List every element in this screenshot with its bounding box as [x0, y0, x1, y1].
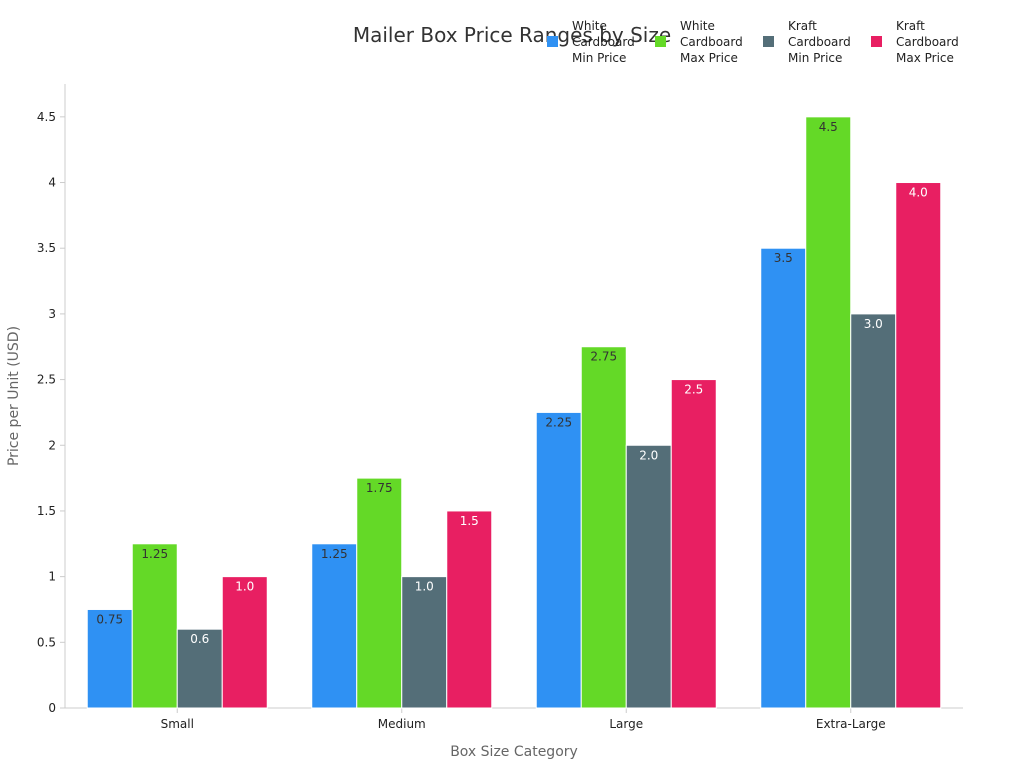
data-label: 1.25: [141, 547, 168, 561]
legend-label: Cardboard: [788, 35, 851, 49]
data-label: 4.5: [819, 120, 838, 134]
x-tick-label: Small: [161, 717, 194, 731]
y-tick-label: 4: [48, 176, 56, 190]
data-labels: 0.75 1.25 0.6 1.0 1.25 1.75 1.0 1.5 2.25 2.75 2.0 2…: [96, 120, 927, 646]
bar-0-3: [760, 247, 807, 709]
legend-label: White: [680, 19, 715, 33]
legend-label: Max Price: [680, 51, 738, 65]
y-tick-label: 0.5: [37, 635, 56, 649]
data-label: 2.25: [545, 415, 572, 429]
legend-label: Kraft: [896, 19, 925, 33]
legend-swatch: [655, 36, 666, 47]
legend-label: Min Price: [788, 51, 842, 65]
bars: [86, 116, 942, 709]
legend-label: White: [572, 19, 607, 33]
x-axis-ticks: Small Medium Large Extra-Large: [161, 708, 886, 731]
y-tick-label: 1: [48, 570, 56, 584]
data-label: 0.6: [190, 632, 209, 646]
y-tick-label: 2: [48, 438, 56, 452]
y-tick-label: 0: [48, 701, 56, 715]
data-label: 1.5: [460, 514, 479, 528]
x-tick-label: Medium: [378, 717, 426, 731]
bar-3-1: [446, 510, 493, 709]
bar-1-0: [131, 543, 178, 709]
y-tick-label: 2.5: [37, 373, 56, 387]
bar-1-2: [580, 346, 627, 709]
y-tick-label: 3.5: [37, 241, 56, 255]
y-axis-ticks: 0 0.5 1 1.5 2 2.5 3 3.5 4 4.5: [37, 110, 65, 715]
x-axis-title: Box Size Category: [450, 744, 578, 760]
legend-swatch: [763, 36, 774, 47]
data-label: 1.0: [235, 580, 254, 594]
data-label: 2.0: [639, 448, 658, 462]
data-label: 3.0: [864, 317, 883, 331]
x-tick-label: Large: [609, 717, 643, 731]
bar-2-0: [176, 628, 223, 709]
data-label: 1.75: [366, 481, 393, 495]
chart-title: Mailer Box Price Ranges by Size: [353, 23, 671, 47]
y-axis-title: Price per Unit (USD): [6, 326, 22, 466]
data-label: 1.0: [415, 580, 434, 594]
bar-3-3: [895, 182, 942, 709]
bar-1-1: [356, 477, 403, 709]
data-label: 0.75: [96, 612, 123, 626]
legend-label: Cardboard: [896, 35, 959, 49]
legend-item: White Cardboard Min Price: [547, 19, 635, 65]
data-label: 2.75: [590, 350, 617, 364]
bar-3-0: [221, 576, 268, 709]
bar-0-2: [535, 411, 582, 709]
data-label: 4.0: [909, 186, 928, 200]
bar-0-1: [311, 543, 358, 709]
y-tick-label: 1.5: [37, 504, 56, 518]
legend-label: Min Price: [572, 51, 626, 65]
legend-swatch: [871, 36, 882, 47]
data-label: 1.25: [321, 547, 348, 561]
bar-0-0: [86, 608, 133, 709]
bar-1-3: [805, 116, 852, 709]
legend-label: Cardboard: [680, 35, 743, 49]
legend-item: Kraft Cardboard Min Price: [763, 19, 851, 65]
x-tick-label: Extra-Large: [816, 717, 886, 731]
legend: White Cardboard Min Price White Cardboard Max…: [547, 19, 959, 65]
data-label: 3.5: [774, 251, 793, 265]
bar-3-2: [670, 379, 717, 709]
legend-label: Cardboard: [572, 35, 635, 49]
bar-2-2: [625, 444, 672, 709]
legend-label: Kraft: [788, 19, 817, 33]
bar-2-1: [401, 576, 448, 709]
legend-swatch: [547, 36, 558, 47]
y-tick-label: 3: [48, 307, 56, 321]
y-tick-label: 4.5: [37, 110, 56, 124]
legend-item: White Cardboard Max Price: [655, 19, 743, 65]
bar-2-3: [850, 313, 897, 709]
legend-item: Kraft Cardboard Max Price: [871, 19, 959, 65]
data-label: 2.5: [684, 383, 703, 397]
legend-label: Max Price: [896, 51, 954, 65]
